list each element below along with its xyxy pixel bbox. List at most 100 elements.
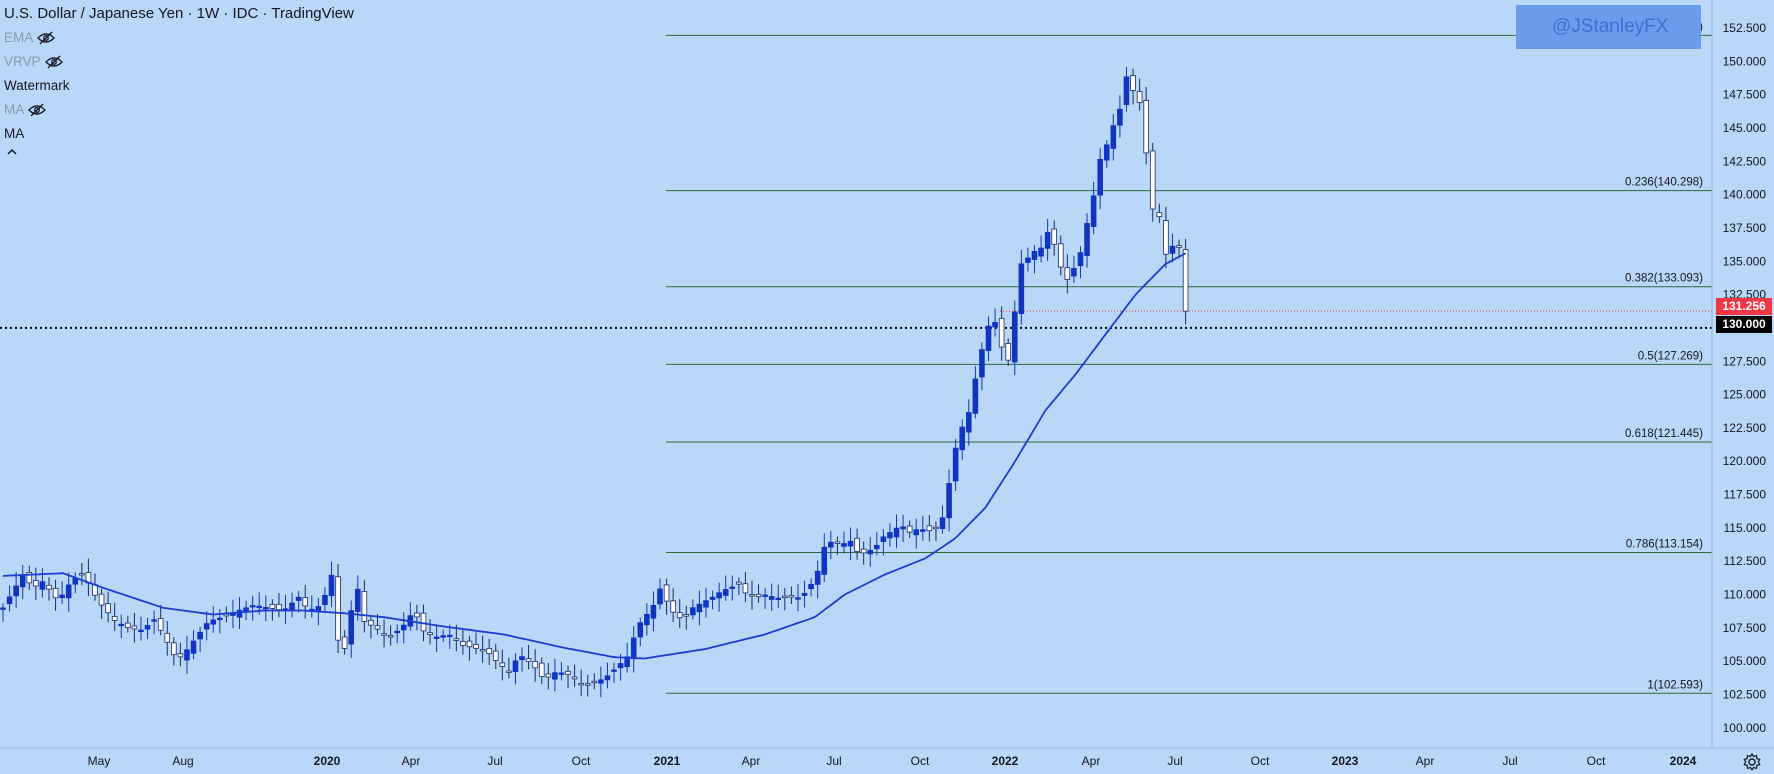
candle-up[interactable] <box>138 616 144 641</box>
candle-up[interactable] <box>1044 218 1051 262</box>
candle-up[interactable] <box>1011 300 1018 376</box>
candle-down[interactable] <box>361 579 368 633</box>
candle-up[interactable] <box>1110 113 1117 161</box>
candle-up[interactable] <box>867 537 874 567</box>
candle-up[interactable] <box>690 599 696 620</box>
candle-up[interactable] <box>308 595 315 618</box>
candle-down[interactable] <box>749 580 755 610</box>
candle-down[interactable] <box>466 635 473 661</box>
candle-up[interactable] <box>762 588 768 610</box>
candle-up[interactable] <box>979 342 985 391</box>
candle-up[interactable] <box>243 600 249 621</box>
candle-down[interactable] <box>1182 238 1189 325</box>
candle-down[interactable] <box>125 615 131 633</box>
candle-down[interactable] <box>368 615 374 639</box>
candle-down[interactable] <box>742 572 749 603</box>
candle-down[interactable] <box>1051 220 1058 256</box>
candle-down[interactable] <box>545 663 552 690</box>
candle-up[interactable] <box>210 606 217 633</box>
candle-down[interactable] <box>834 536 841 555</box>
legend-item-watermark[interactable]: Watermark <box>4 74 354 98</box>
candle-down[interactable] <box>532 649 538 682</box>
candle-down[interactable] <box>1143 86 1149 165</box>
candle-down[interactable] <box>98 588 105 619</box>
ma-line[interactable] <box>2 252 1187 660</box>
legend-item-vrvp[interactable]: VRVP <box>4 50 354 74</box>
candle-up[interactable] <box>893 514 900 549</box>
candle-up[interactable] <box>1018 249 1025 325</box>
candle-up[interactable] <box>249 595 256 621</box>
candle-down[interactable] <box>26 565 33 590</box>
candle-down[interactable] <box>525 644 532 670</box>
symbol-title[interactable]: U.S. Dollar / Japanese Yen · 1W · IDC · … <box>4 5 354 22</box>
candle-down[interactable] <box>46 577 52 601</box>
candle-down[interactable] <box>683 605 690 630</box>
candle-up[interactable] <box>440 629 446 643</box>
candle-up[interactable] <box>118 614 125 639</box>
candle-down[interactable] <box>1176 239 1182 259</box>
candle-up[interactable] <box>814 560 821 599</box>
candle-up[interactable] <box>1084 213 1090 268</box>
candle-up[interactable] <box>65 572 72 612</box>
candle-up[interactable] <box>821 533 828 582</box>
candle-up[interactable] <box>965 399 972 446</box>
candle-up[interactable] <box>644 603 650 636</box>
candle-up[interactable] <box>703 587 709 618</box>
candle-down[interactable] <box>933 521 939 541</box>
candle-down[interactable] <box>1005 338 1012 366</box>
candle-down[interactable] <box>676 599 683 629</box>
candle-up[interactable] <box>446 624 453 650</box>
candle-up[interactable] <box>203 611 210 641</box>
candle-down[interactable] <box>85 558 92 597</box>
candle-up[interactable] <box>262 595 269 622</box>
legend-item-ma[interactable]: MA <box>4 122 354 146</box>
legend-item-ma-hidden[interactable]: MA <box>4 98 354 122</box>
candle-up[interactable] <box>72 572 79 594</box>
candle-down[interactable] <box>1156 203 1163 223</box>
candle-up[interactable] <box>1031 245 1038 274</box>
candle-down[interactable] <box>1149 142 1156 222</box>
candle-up[interactable] <box>217 609 223 634</box>
candle-up[interactable] <box>59 581 65 605</box>
candle-up[interactable] <box>1071 255 1077 284</box>
candle-up[interactable] <box>801 580 808 608</box>
candle-down[interactable] <box>926 515 933 542</box>
candle-up[interactable] <box>900 514 906 542</box>
candle-down[interactable] <box>1136 78 1143 111</box>
candle-up[interactable] <box>880 529 887 556</box>
eye-crossed-icon[interactable] <box>44 55 63 69</box>
candle-up[interactable] <box>611 662 617 683</box>
candle-up[interactable] <box>598 666 604 698</box>
candle-down[interactable] <box>670 588 676 623</box>
candle-down[interactable] <box>755 584 762 603</box>
candle-down[interactable] <box>302 584 309 619</box>
candle-up[interactable] <box>992 308 998 337</box>
candle-down[interactable] <box>460 630 466 655</box>
candle-up[interactable] <box>1103 140 1110 168</box>
candle-down[interactable] <box>578 669 584 697</box>
candle-up[interactable] <box>13 572 19 608</box>
candle-up[interactable] <box>433 624 440 652</box>
candle-down[interactable] <box>565 665 571 689</box>
candle-up[interactable] <box>920 515 926 541</box>
candle-up[interactable] <box>828 531 834 560</box>
candle-up[interactable] <box>630 626 637 673</box>
candle-down[interactable] <box>79 563 85 586</box>
candle-up[interactable] <box>939 505 946 534</box>
candle-down[interactable] <box>1130 68 1136 105</box>
candle-down[interactable] <box>33 567 39 600</box>
candle-up[interactable] <box>558 662 565 681</box>
candle-up[interactable] <box>1077 246 1084 279</box>
candle-up[interactable] <box>775 584 782 609</box>
candle-up[interactable] <box>295 590 302 613</box>
candle-down[interactable] <box>171 637 177 666</box>
candle-up[interactable] <box>1090 181 1097 235</box>
candle-down[interactable] <box>473 632 479 655</box>
candle-down[interactable] <box>663 578 670 615</box>
candle-down[interactable] <box>335 563 341 654</box>
candle-up[interactable] <box>946 469 952 532</box>
candle-up[interactable] <box>768 583 775 611</box>
candle-down[interactable] <box>492 643 499 670</box>
candle-up[interactable] <box>184 635 190 674</box>
